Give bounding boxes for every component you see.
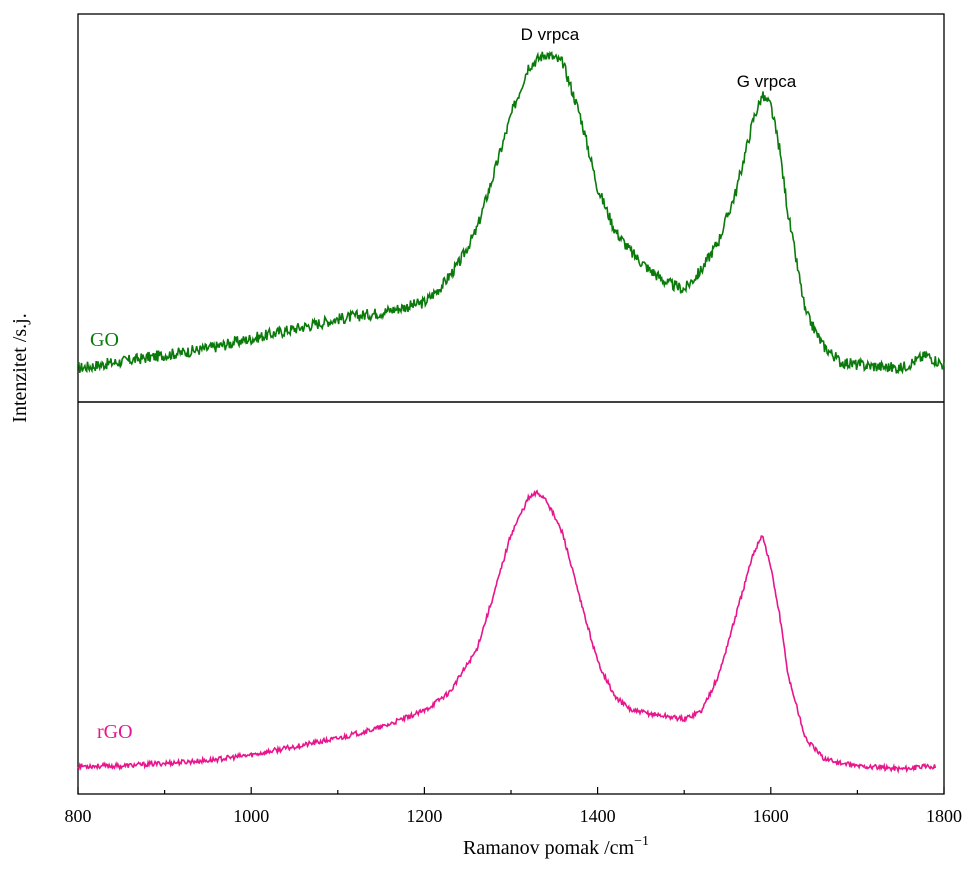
series-label-rgo: rGO (97, 721, 133, 743)
series-label-go: GO (90, 329, 119, 351)
x-tick-label: 1000 (233, 806, 269, 826)
x-axis-label-superscript: −1 (634, 834, 649, 849)
plot-frame (77, 13, 945, 795)
peak-label-d: D vrpca (521, 25, 580, 44)
series-go (77, 50, 945, 375)
x-axis-tick-labels: 800 1000 1200 1400 1600 1800 (65, 806, 963, 826)
x-axis-label: Ramanov pomak /cm−1 (463, 834, 649, 859)
x-tick-label: 800 (65, 806, 92, 826)
series-rgo (77, 489, 937, 774)
x-axis-ticks (77, 787, 945, 794)
x-axis-label-text: Ramanov pomak /cm (463, 837, 635, 859)
x-tick-label: 1800 (926, 806, 962, 826)
y-axis-label: Intenzitet /s.j. (9, 313, 31, 422)
series-line-go (77, 50, 945, 375)
series-line-rgo (77, 489, 937, 774)
x-tick-label: 1600 (753, 806, 789, 826)
plot-area-border (77, 13, 945, 795)
x-tick-label: 1400 (580, 806, 616, 826)
x-tick-label: 1200 (406, 806, 442, 826)
peak-label-g: G vrpca (737, 72, 797, 91)
